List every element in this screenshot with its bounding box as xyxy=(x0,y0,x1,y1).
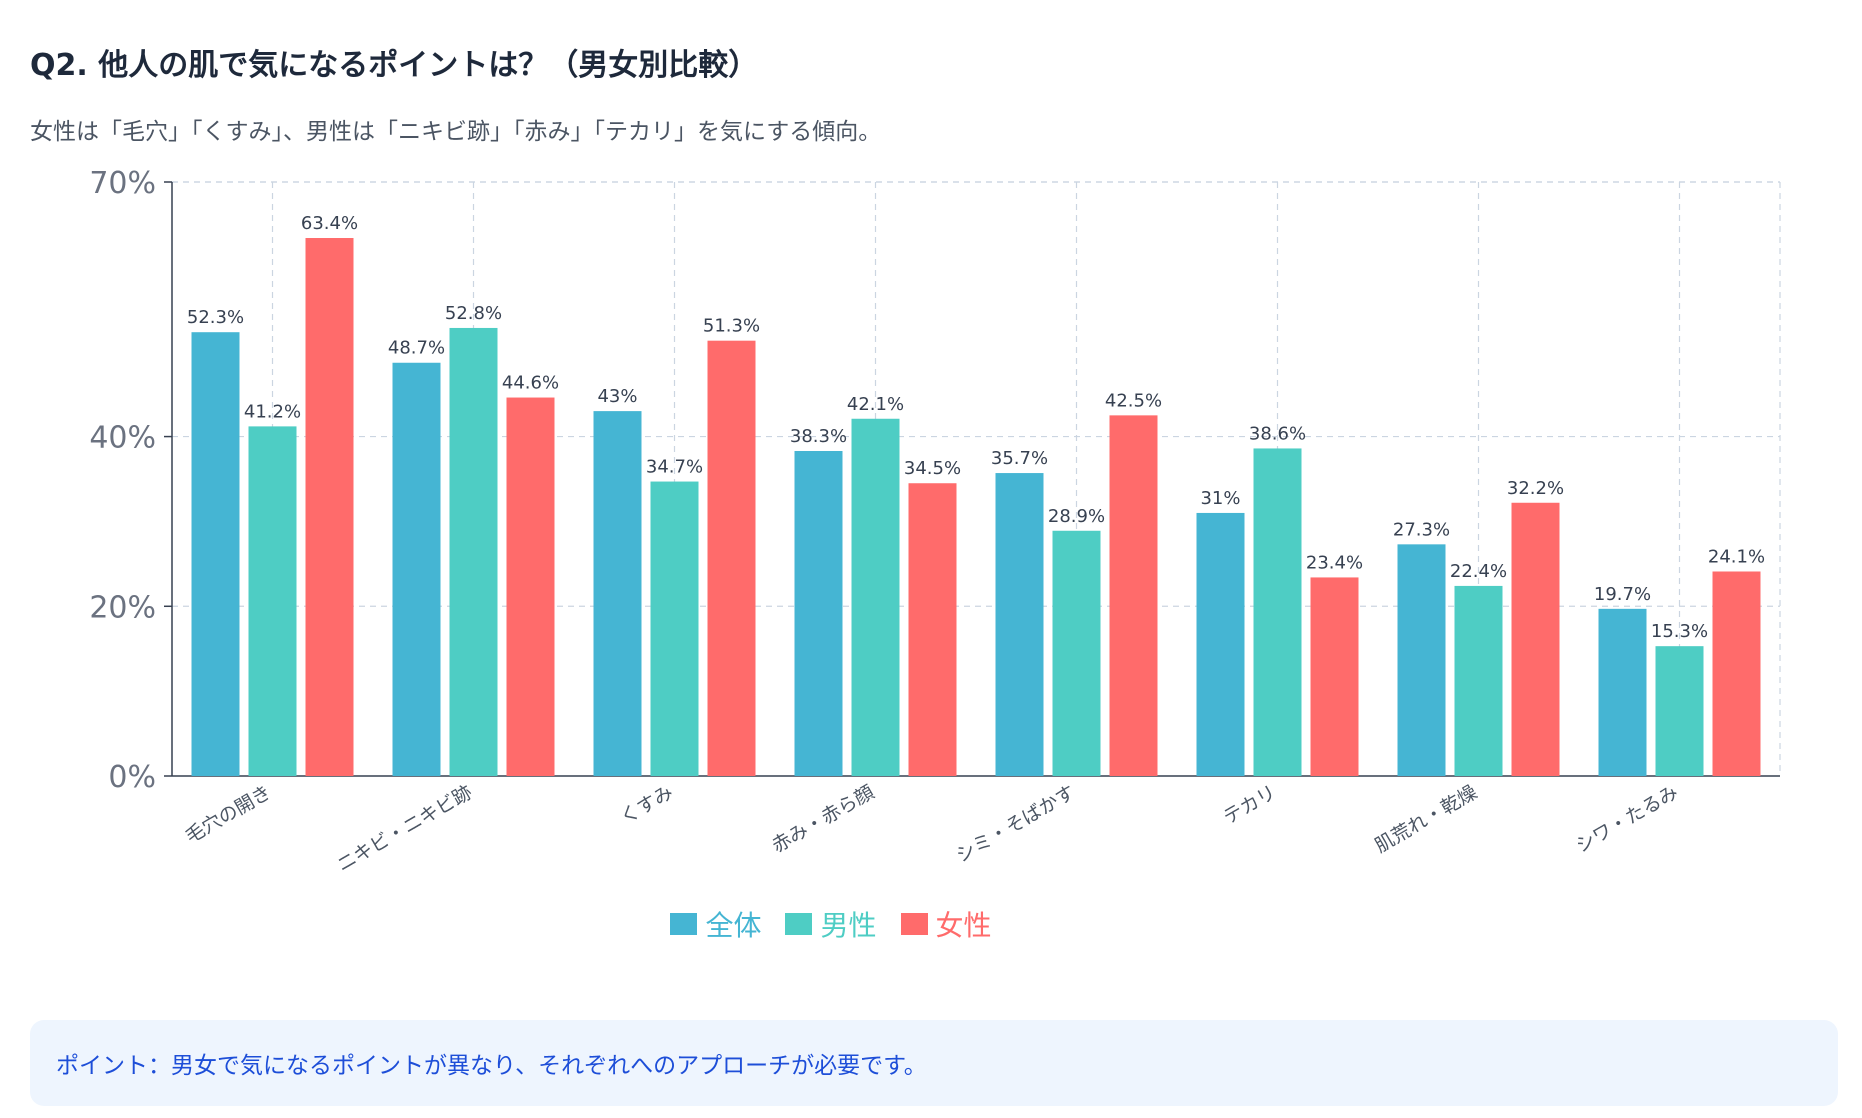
data-label: 52.3% xyxy=(187,307,244,328)
x-tick-label: シワ・たるみ xyxy=(1572,781,1682,857)
bar-男性-1 xyxy=(449,327,498,776)
y-tick-label: 40% xyxy=(89,421,156,456)
x-tick-labels: 毛穴の開き ニキビ・ニキビ跡 くすみ 赤み・赤ら顔 シミ・そばかす テカリ 肌荒れ・乾燥 シワ… xyxy=(182,781,1682,876)
bar-女性-5 xyxy=(1310,577,1359,776)
legend-item[interactable]: 女性 xyxy=(900,904,992,944)
chart-title: Q2. 他人の肌で気になるポイントは？（男女別比較） xyxy=(30,48,759,83)
data-label: 43% xyxy=(597,386,637,407)
legend-label: 全体 xyxy=(705,909,762,942)
legend-swatch xyxy=(670,913,698,935)
bar-女性-3 xyxy=(908,483,957,776)
bar-全体-2 xyxy=(593,411,642,776)
legend-swatch xyxy=(785,913,813,935)
data-label: 22.4% xyxy=(1450,561,1507,582)
bar-chart: 52.3% 41.2% 63.4% 48.7%52.8% 44.6% 43% 34.7% 51… xyxy=(89,166,1781,876)
data-label: 24.1% xyxy=(1708,546,1765,567)
bar-全体-4 xyxy=(995,473,1044,776)
insight-note: ポイント：男女で気になるポイントが異なり、それぞれへのアプローチが必要です。 xyxy=(30,1020,1838,1106)
data-label: 32.2% xyxy=(1507,478,1564,499)
data-label: 44.6% xyxy=(502,373,559,394)
x-tick-label: 毛穴の開き xyxy=(182,781,275,848)
bar-全体-3 xyxy=(794,450,843,776)
data-label: 63.4% xyxy=(301,213,358,234)
data-label: 34.7% xyxy=(646,457,703,478)
bar-女性-7 xyxy=(1712,571,1761,776)
x-tick-label: テカリ xyxy=(1220,781,1280,829)
bar-男性-0 xyxy=(248,426,297,776)
bar-全体-5 xyxy=(1196,512,1245,776)
legend-label: 女性 xyxy=(935,909,992,942)
data-labels: 52.3% 41.2% 63.4% 48.7%52.8% 44.6% 43% 34.7% 51… xyxy=(187,213,1765,642)
bars xyxy=(191,238,1761,776)
x-tick-label: ニキビ・ニキビ跡 xyxy=(333,781,476,876)
y-tick-label: 0% xyxy=(108,760,156,795)
bar-全体-7 xyxy=(1598,608,1647,776)
bar-男性-7 xyxy=(1655,646,1704,776)
bar-男性-5 xyxy=(1253,448,1302,776)
legend-item[interactable]: 男性 xyxy=(785,904,877,944)
chart-subtitle: 女性は「毛穴」「くすみ」、男性は「ニキビ跡」「赤み」「テカリ」を気にする傾向。 xyxy=(30,119,882,145)
chart-legend: 全体 男性 女性 xyxy=(0,904,1662,944)
legend-label: 男性 xyxy=(820,909,877,942)
data-label: 42.5% xyxy=(1105,390,1162,411)
data-label: 41.2% xyxy=(244,401,301,422)
data-label: 19.7% xyxy=(1594,584,1651,605)
data-label: 38.3% xyxy=(790,426,847,447)
data-label: 34.5% xyxy=(904,458,961,479)
data-label: 35.7% xyxy=(991,448,1048,469)
x-tick-label: 肌荒れ・乾燥 xyxy=(1371,781,1481,857)
bar-女性-6 xyxy=(1511,502,1560,776)
bar-全体-0 xyxy=(191,332,240,776)
x-tick-label: くすみ xyxy=(617,781,677,829)
legend-swatch xyxy=(900,913,928,935)
insight-note-text: ポイント：男女で気になるポイントが異なり、それぞれへのアプローチが必要です。 xyxy=(56,1053,927,1079)
bar-全体-1 xyxy=(392,362,441,776)
bar-全体-6 xyxy=(1397,544,1446,776)
y-tick-label: 70% xyxy=(89,166,156,201)
legend-item[interactable]: 全体 xyxy=(670,904,761,944)
data-label: 28.9% xyxy=(1048,506,1105,527)
bar-女性-2 xyxy=(707,340,756,776)
y-tick-label: 20% xyxy=(89,590,156,625)
data-label: 27.3% xyxy=(1393,519,1450,540)
bar-男性-3 xyxy=(851,418,900,776)
x-tick-label: シミ・そばかす xyxy=(952,781,1079,867)
bar-女性-4 xyxy=(1109,415,1158,776)
bar-女性-1 xyxy=(506,397,555,776)
data-label: 52.8% xyxy=(445,303,502,324)
data-label: 23.4% xyxy=(1306,552,1363,573)
data-label: 42.1% xyxy=(847,394,904,415)
x-tick-label: 赤み・赤ら顔 xyxy=(768,781,878,857)
data-label: 48.7% xyxy=(388,338,445,359)
bar-男性-4 xyxy=(1052,530,1101,776)
data-label: 38.6% xyxy=(1249,423,1306,444)
bar-女性-0 xyxy=(305,238,354,776)
y-tick-labels: 0% 20% 40% 70% xyxy=(89,166,156,795)
data-label: 51.3% xyxy=(703,316,760,337)
data-label: 31% xyxy=(1200,488,1240,509)
data-label: 15.3% xyxy=(1651,621,1708,642)
bar-男性-6 xyxy=(1454,585,1503,776)
bar-男性-2 xyxy=(650,481,699,776)
